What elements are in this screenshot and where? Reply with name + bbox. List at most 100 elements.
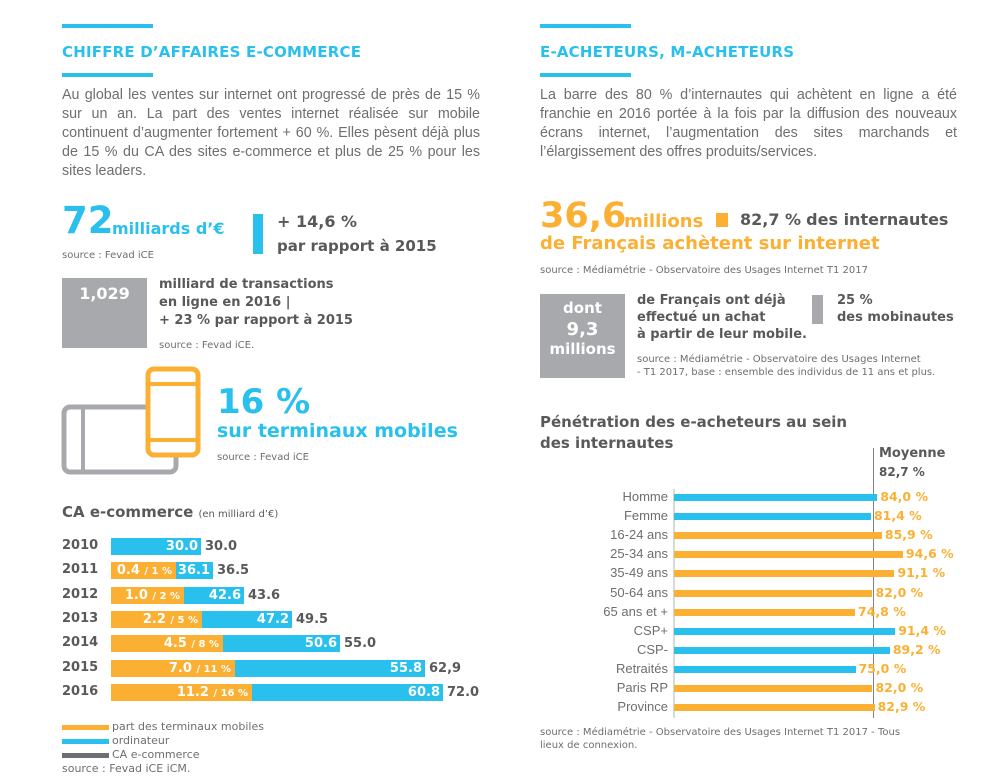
penetration-value-label: 84,0 % bbox=[880, 489, 928, 504]
ca-bar-desktop: 60.8 bbox=[252, 684, 443, 701]
section-title-ecommerce: CHIFFRE D’AFFAIRES E-COMMERCE bbox=[62, 43, 362, 61]
ca-chart-title: CA e-commerce (en milliard d’€) bbox=[62, 502, 278, 521]
penetration-source-line-2: lieux de connexion. bbox=[540, 740, 638, 751]
title-rule-top-right bbox=[540, 24, 631, 28]
ca-bar-mobile: 11.2 / 16 % bbox=[111, 684, 252, 701]
penetration-title-line-1: Pénétration des e-acheteurs au sein bbox=[540, 413, 848, 431]
mobinautes-label: des mobinautes bbox=[837, 310, 954, 325]
ca-bar-row: 11.2 / 16 % 60.8 bbox=[111, 684, 443, 701]
title-rule-bottom-right bbox=[540, 73, 631, 77]
penetration-value-label: 91,1 % bbox=[897, 565, 946, 580]
mobile-share-value: 16 % bbox=[217, 382, 311, 422]
penetration-value-label: 91,4 % bbox=[898, 623, 946, 638]
ca-bar-mobile-label: 4.5 / 8 % bbox=[163, 636, 219, 651]
penetration-bar bbox=[674, 685, 873, 692]
intro-paragraph: Au global les ventes sur internet ont pr… bbox=[62, 87, 480, 179]
ca-bar-total-label: 72.0 bbox=[447, 685, 480, 700]
ca-bar-row: 2.2 / 5 % 47.2 bbox=[111, 611, 292, 628]
ca-bar-desktop: 42.6 bbox=[184, 587, 244, 604]
ca-bar-mobile-label: 2.2 / 5 % bbox=[142, 612, 198, 627]
ca-year-label: 2012 bbox=[62, 587, 99, 602]
penetration-bar bbox=[674, 590, 873, 597]
penetration-bar bbox=[674, 570, 895, 577]
ca-bar-total-label: 36.5 bbox=[217, 563, 250, 578]
mobile-box-line-1: dont bbox=[563, 299, 602, 317]
kpi-revenue-source: source : Fevad iCE bbox=[62, 250, 154, 261]
ca-bar-row: 4.5 / 8 % 50.6 bbox=[111, 635, 340, 652]
penetration-value-label: 89,2 % bbox=[892, 642, 941, 657]
mobile-share-source: source : Fevad iCE bbox=[217, 452, 309, 463]
penetration-bar bbox=[674, 647, 890, 654]
penetration-bar bbox=[674, 494, 878, 501]
ca-bar-row: 0.4 / 1 % 36.1 bbox=[111, 562, 213, 579]
mobile-source: source : Médiamétrie - Observatoire des … bbox=[637, 353, 935, 379]
ca-bar-desktop: 36.1 bbox=[176, 562, 213, 579]
penetration-value-label: 82,0 % bbox=[875, 680, 924, 695]
penetration-source: source : Médiamétrie - Observatoire des … bbox=[540, 726, 900, 752]
share-label: des internautes bbox=[806, 210, 949, 229]
ca-year-label: 2015 bbox=[62, 660, 99, 675]
average-value: 82,7 % bbox=[879, 465, 925, 479]
penetration-category-label: Femme bbox=[623, 508, 668, 523]
penetration-category-label: 35-49 ans bbox=[610, 565, 668, 580]
transactions-line-2: en ligne en 2016 | bbox=[159, 295, 291, 310]
kpi-revenue-value: 72 bbox=[62, 199, 114, 242]
penetration-bar bbox=[674, 609, 856, 616]
mobile-buyers-box: dont 9,3 millions bbox=[540, 294, 625, 378]
ca-bar-mobile: 4.5 / 8 % bbox=[111, 635, 223, 652]
ca-bar-mobile: 1.0 / 2 % bbox=[111, 587, 184, 604]
title-rule-top bbox=[62, 24, 153, 28]
buyers-source: source : Médiamétrie - Observatoire des … bbox=[540, 265, 868, 276]
penetration-value-label: 74,8 % bbox=[858, 604, 906, 619]
penetration-category-label: Paris RP bbox=[616, 680, 668, 695]
penetration-value-label: 81,4 % bbox=[873, 508, 922, 523]
ca-bar-mobile-label: 7.0 / 11 % bbox=[168, 661, 231, 676]
mobile-text-line-1: de Français ont déjà bbox=[637, 293, 786, 308]
mobinautes-value: 25 % bbox=[837, 293, 873, 308]
mobile-text-line-3: à partir de leur mobile. bbox=[637, 327, 807, 342]
share-text: 82,7 % des internautes bbox=[740, 210, 948, 229]
penetration-source-line-1: source : Médiamétrie - Observatoire des … bbox=[540, 727, 901, 738]
penetration-bar bbox=[674, 532, 882, 539]
ca-bar-total-label: 55.0 bbox=[344, 636, 377, 651]
devices-icon bbox=[61, 366, 201, 475]
ca-year-label: 2011 bbox=[62, 562, 99, 577]
mobile-buyers-text: de Français ont déjà effectué un achat à… bbox=[637, 292, 807, 343]
average-reference-line bbox=[873, 448, 875, 719]
penetration-value-label: 85,9 % bbox=[884, 527, 933, 542]
chart-axis bbox=[673, 489, 675, 719]
mobinautes-marker bbox=[812, 295, 823, 324]
penetration-bar bbox=[674, 551, 903, 558]
penetration-title-line-2: des internautes bbox=[540, 434, 674, 452]
mobile-box-value: 9,3 bbox=[566, 319, 599, 340]
penetration-category-label: 16-24 ans bbox=[610, 527, 668, 542]
title-rule-bottom bbox=[62, 73, 153, 77]
ca-bar-total-label: 49.5 bbox=[296, 612, 329, 627]
ca-year-label: 2013 bbox=[62, 611, 99, 626]
ca-bar-desktop: 30.0 bbox=[111, 538, 201, 555]
ca-bar-desktop: 47.2 bbox=[202, 611, 292, 628]
legend-label-total: CA e-commerce bbox=[112, 748, 200, 761]
kpi-revenue-unit: milliards d’€ bbox=[112, 219, 225, 238]
ca-bar-desktop: 50.6 bbox=[223, 635, 340, 652]
buyers-value: 36,6 bbox=[540, 196, 627, 236]
penetration-bar bbox=[674, 513, 871, 520]
ca-bar-mobile-label: 0.4 / 1 % bbox=[116, 563, 172, 578]
penetration-value-label: 82,9 % bbox=[877, 699, 926, 714]
ca-bar-mobile: 2.2 / 5 % bbox=[111, 611, 202, 628]
mobile-share-label: sur terminaux mobiles bbox=[217, 420, 458, 442]
transactions-line-1: milliard de transactions bbox=[159, 277, 334, 292]
growth-marker bbox=[253, 214, 263, 254]
penetration-bar bbox=[674, 628, 896, 635]
ca-year-label: 2010 bbox=[62, 538, 99, 553]
legend-swatch-total bbox=[62, 753, 109, 758]
average-annotation: Moyenne 82,7 % bbox=[879, 445, 946, 481]
share-value: 82,7 % bbox=[740, 210, 802, 229]
ca-bar-row: 1.0 / 2 % 42.6 bbox=[111, 587, 244, 604]
ca-bar-mobile-label: 1.0 / 2 % bbox=[124, 588, 180, 603]
legend-swatch-mobile bbox=[62, 725, 109, 730]
ca-chart-title-unit: (en milliard d’€) bbox=[198, 509, 279, 520]
mobile-text-line-2: effectué un achat bbox=[637, 310, 766, 325]
growth-label: par rapport à 2015 bbox=[277, 237, 437, 255]
penetration-bar bbox=[674, 666, 856, 673]
